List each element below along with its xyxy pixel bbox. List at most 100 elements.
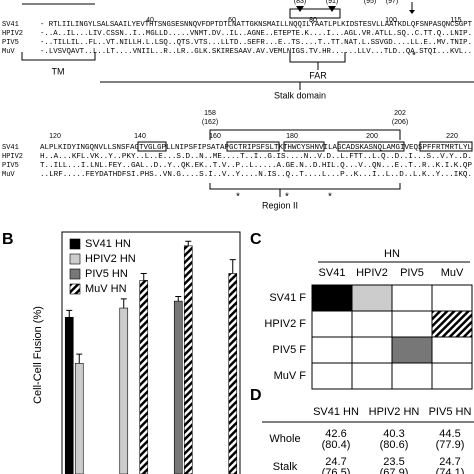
sequence: T..ILL...I.LNL.FEY..GAL..D..Y..QK.EK..T.… <box>40 162 472 170</box>
row-label: Stalk <box>273 461 298 473</box>
bar <box>183 245 193 474</box>
svg-text:*: * <box>328 192 332 203</box>
table-header: HPIV2 HN <box>369 406 420 418</box>
grid-cell <box>391 284 433 312</box>
grid-cell <box>351 284 393 312</box>
grid-cell <box>311 284 353 312</box>
row-label: HPIV2 F <box>264 318 306 330</box>
sequence-name: HPIV2 <box>2 153 23 161</box>
error-bar <box>120 298 127 309</box>
plot-frame <box>61 231 241 474</box>
residue-number: 160 <box>209 133 221 140</box>
grid-cell <box>431 362 473 390</box>
residue-number: 100 <box>385 17 397 24</box>
legend-swatch <box>69 283 81 295</box>
grid-cell <box>351 362 393 390</box>
sequence-name: PIV5 <box>2 162 19 170</box>
legend-swatch <box>69 238 81 250</box>
svg-text:*: * <box>285 192 289 203</box>
residue-number: (83) <box>294 0 306 5</box>
legend-label: HPIV2 HN <box>85 253 136 265</box>
region-label: FAR <box>309 70 327 80</box>
row-label: SV41 F <box>269 292 306 304</box>
row-label: MuV F <box>274 370 307 382</box>
sequence-name: MuV <box>2 48 15 56</box>
table-cell: (76.5) <box>322 467 351 474</box>
panel-letter: C <box>250 231 262 248</box>
table-cell: (80.4) <box>322 439 351 451</box>
error-bar <box>76 353 83 364</box>
residue-number: (91) <box>326 0 338 5</box>
svg-text:*: * <box>236 192 240 203</box>
sequence: -..TILLIL..FL..VT.NILLH.L.LSQ..QTS.VTS..… <box>40 39 472 47</box>
column-label: PIV5 <box>400 267 424 279</box>
table-cell: 23.5 <box>383 456 404 468</box>
residue-number: 140 <box>134 133 146 140</box>
error-bar <box>66 309 73 318</box>
bar <box>173 300 183 474</box>
residue-number: 40 <box>146 17 154 24</box>
table-cell: 44.5 <box>439 428 460 440</box>
error-bar <box>175 296 182 302</box>
sequence: ..LRF.....FEYDATHDFSI.PHS..VN.G....S.I..… <box>40 171 472 179</box>
residue-number: (97) <box>386 0 398 5</box>
grid-cell <box>391 362 433 390</box>
residue-number: 80 <box>309 17 317 24</box>
column-label: HPIV2 <box>356 267 388 279</box>
sequence-name: SV41 <box>2 144 19 152</box>
grid-cell <box>311 336 353 364</box>
grid-cell <box>391 336 433 364</box>
bar <box>64 316 74 474</box>
sequence-name: MuV <box>2 171 15 179</box>
row-label: Whole <box>269 433 300 445</box>
table-header: SV41 HN <box>313 406 359 418</box>
row-label: PIV5 F <box>272 344 306 356</box>
residue-number: 120 <box>49 133 61 140</box>
table-header: PIV5 HN <box>429 406 472 418</box>
table-cell: (67.9) <box>380 467 409 474</box>
sequence-name: SV41 <box>2 21 19 29</box>
sequence-name: HPIV2 <box>2 30 23 38</box>
residue-number: (95) <box>364 0 376 5</box>
legend-label: SV41 HN <box>85 238 131 250</box>
residue-number: (162) <box>202 119 218 126</box>
error-bar <box>140 272 147 281</box>
alignment-decor: * <box>21 2 474 90</box>
grid-cell <box>431 336 473 364</box>
panel-letter: D <box>250 387 262 404</box>
residue-number: 220 <box>446 133 458 140</box>
grid-cell <box>351 310 393 338</box>
grid-cell <box>431 310 473 338</box>
grid-title: HN <box>384 248 400 260</box>
table-cell: 24.7 <box>325 456 346 468</box>
sequence: -..A..IL...LIV.CSSN..I..MGLLD.....VNMT.D… <box>40 30 472 38</box>
panel-letter: B <box>2 231 14 248</box>
sequence: H..A...KFL.VK..Y..PKY..L..E...S.D..N..ME… <box>40 153 472 161</box>
sequence-name: PIV5 <box>2 39 19 47</box>
region-label: Stalk domain <box>274 90 326 100</box>
table-cell: 42.6 <box>325 428 346 440</box>
grid-cell <box>311 310 353 338</box>
table-cell: (74.1) <box>436 467 465 474</box>
sequence: ALPLKIDYINGQNVLLSNSFAGTVGLGPLLNIPSFIPSAT… <box>40 144 472 152</box>
residue-number: 202 <box>394 110 406 117</box>
grid-cell <box>351 336 393 364</box>
residue-number: 180 <box>286 133 298 140</box>
bar <box>74 363 84 474</box>
legend-swatch <box>69 253 81 265</box>
residue-number: 60 <box>228 17 236 24</box>
error-bar <box>229 259 236 274</box>
column-label: MuV <box>441 267 464 279</box>
y-axis-label: Cell-Cell Fusion (%) <box>32 306 44 404</box>
grid-cell <box>311 362 353 390</box>
table-cell: (80.6) <box>380 439 409 451</box>
bar <box>139 280 149 474</box>
sequence: -.LVSVQAVT..L..LT....VNIIL..R..LR..GLK.S… <box>40 48 472 56</box>
table-cell: 24.7 <box>439 456 460 468</box>
table-cell: 40.3 <box>383 428 404 440</box>
residue-number: 115 <box>450 17 461 24</box>
residue-number: (206) <box>392 119 408 126</box>
residue-number: 158 <box>204 110 216 117</box>
grid-cell <box>431 284 473 312</box>
